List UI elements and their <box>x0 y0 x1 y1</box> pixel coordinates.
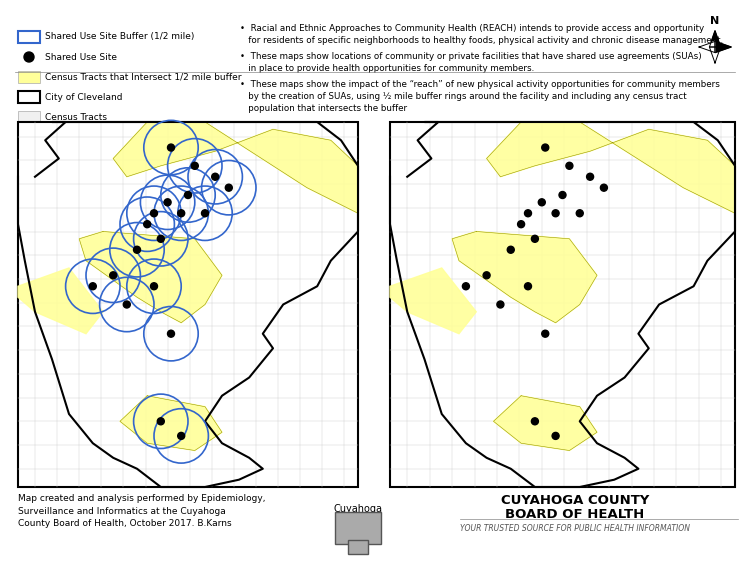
Circle shape <box>524 283 532 290</box>
Circle shape <box>552 210 559 217</box>
Polygon shape <box>390 268 476 333</box>
Polygon shape <box>80 232 222 323</box>
Text: •  Racial and Ethnic Approaches to Community Health (REACH) intends to provide a: • Racial and Ethnic Approaches to Commun… <box>240 24 723 45</box>
Polygon shape <box>710 47 721 63</box>
Text: City of Cleveland: City of Cleveland <box>45 93 122 101</box>
Polygon shape <box>494 396 597 450</box>
Text: Shared Use Site Buffer (1/2 mile): Shared Use Site Buffer (1/2 mile) <box>45 33 194 41</box>
Circle shape <box>559 191 566 198</box>
Circle shape <box>151 210 157 217</box>
Polygon shape <box>120 396 222 450</box>
Polygon shape <box>487 122 735 213</box>
Text: Census Tracts that Intersect 1/2 mile buffer: Census Tracts that Intersect 1/2 mile bu… <box>45 73 242 81</box>
Polygon shape <box>18 268 103 333</box>
Circle shape <box>123 301 130 308</box>
Circle shape <box>151 283 157 290</box>
Text: CUYAHOGA COUNTY: CUYAHOGA COUNTY <box>501 494 650 507</box>
Circle shape <box>164 199 171 206</box>
Circle shape <box>178 210 184 217</box>
Circle shape <box>542 330 549 337</box>
Circle shape <box>158 235 164 242</box>
Circle shape <box>532 235 538 242</box>
FancyBboxPatch shape <box>18 91 40 103</box>
Circle shape <box>518 221 524 228</box>
FancyBboxPatch shape <box>18 31 40 43</box>
Circle shape <box>158 418 164 425</box>
Text: YOUR TRUSTED SOURCE FOR PUBLIC HEALTH INFORMATION: YOUR TRUSTED SOURCE FOR PUBLIC HEALTH IN… <box>460 524 690 533</box>
Text: •  These maps show the impact of the “reach” of new physical activity opportunit: • These maps show the impact of the “rea… <box>240 80 720 112</box>
Circle shape <box>225 184 232 191</box>
Circle shape <box>497 301 504 308</box>
Circle shape <box>144 221 151 228</box>
Circle shape <box>89 283 96 290</box>
Circle shape <box>167 330 175 337</box>
Text: Cuyahoga
County: Cuyahoga County <box>334 504 382 527</box>
Circle shape <box>586 173 593 180</box>
Circle shape <box>134 246 140 253</box>
FancyBboxPatch shape <box>18 111 40 123</box>
Text: N: N <box>710 16 720 26</box>
Circle shape <box>542 144 549 151</box>
Circle shape <box>167 144 175 151</box>
Circle shape <box>24 52 34 62</box>
Bar <box>390 122 735 487</box>
Circle shape <box>576 210 584 217</box>
Circle shape <box>110 272 117 279</box>
Circle shape <box>601 184 608 191</box>
Bar <box>335 512 381 544</box>
Circle shape <box>532 418 538 425</box>
Polygon shape <box>699 41 715 52</box>
Circle shape <box>566 162 573 169</box>
Text: Shared Use Site: Shared Use Site <box>45 52 117 62</box>
Circle shape <box>178 432 184 439</box>
FancyBboxPatch shape <box>18 71 40 83</box>
Circle shape <box>191 162 198 169</box>
Bar <box>348 540 368 554</box>
Circle shape <box>507 246 515 253</box>
Circle shape <box>463 283 470 290</box>
Circle shape <box>202 210 208 217</box>
Polygon shape <box>113 122 358 213</box>
Text: Map created and analysis performed by Epidemiology,
Surveillance and Informatics: Map created and analysis performed by Ep… <box>18 494 266 528</box>
Text: •  These maps show locations of community or private facilities that have shared: • These maps show locations of community… <box>240 52 702 73</box>
Circle shape <box>524 210 532 217</box>
Circle shape <box>184 191 191 198</box>
Polygon shape <box>710 31 721 47</box>
Circle shape <box>552 432 559 439</box>
Circle shape <box>538 199 545 206</box>
Text: BOARD OF HEALTH: BOARD OF HEALTH <box>506 508 644 521</box>
Polygon shape <box>452 232 597 323</box>
Circle shape <box>483 272 490 279</box>
Circle shape <box>211 173 219 180</box>
Polygon shape <box>715 41 731 52</box>
Bar <box>18 122 358 487</box>
Text: Census Tracts: Census Tracts <box>45 112 107 122</box>
